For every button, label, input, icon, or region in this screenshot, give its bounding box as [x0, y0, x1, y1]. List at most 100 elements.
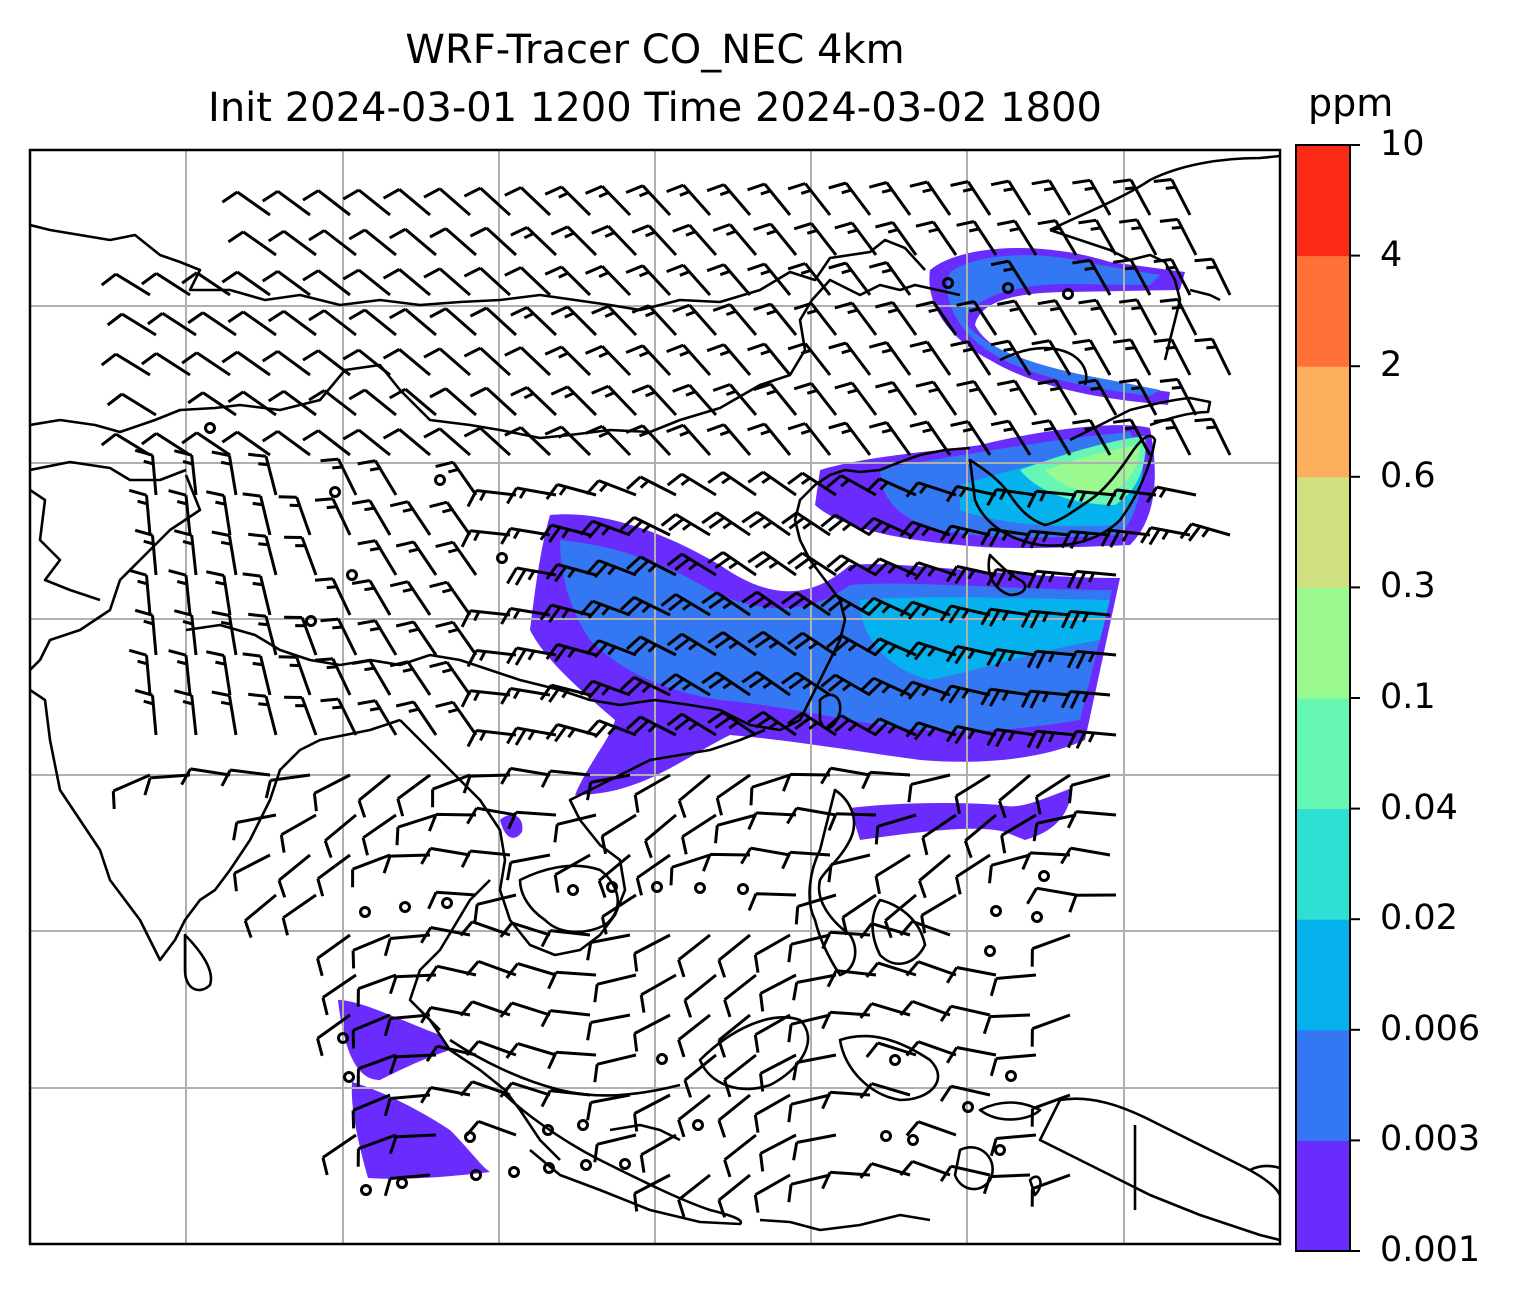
- wind-barb: [868, 341, 912, 376]
- wind-barb: [712, 303, 758, 336]
- wind-barb: [625, 475, 677, 497]
- wind-barb: [463, 266, 512, 297]
- calm-wind-marker: [1002, 282, 1014, 294]
- wind-barb: [504, 426, 552, 457]
- wind-barb: [753, 222, 798, 256]
- wind-barb: [420, 846, 471, 865]
- wind-barb: [986, 728, 1037, 748]
- plume-north-low: [947, 255, 1160, 396]
- wind-barb: [677, 933, 711, 978]
- wind-barb: [187, 311, 237, 337]
- wind-barb: [787, 933, 831, 963]
- wind-barb: [111, 773, 151, 810]
- wind-barb: [939, 1164, 991, 1183]
- wind-barb: [173, 609, 198, 656]
- wind-barb: [874, 813, 917, 845]
- wind-barb: [463, 426, 512, 457]
- calm-wind-marker: [359, 906, 371, 918]
- wind-barb: [597, 853, 631, 899]
- calm-wind-marker: [343, 1071, 355, 1083]
- wind-barb: [510, 386, 558, 417]
- wind-barb: [593, 1133, 637, 1163]
- wind-barb: [284, 695, 318, 736]
- wind-barb: [388, 1133, 437, 1155]
- wind-barb: [865, 717, 917, 737]
- wind-barb: [395, 620, 438, 656]
- wind-barb: [316, 853, 351, 897]
- wind-barb: [423, 267, 471, 297]
- wind-barb: [633, 1013, 671, 1052]
- wind-barb: [173, 529, 198, 576]
- wind-barb: [639, 973, 677, 1013]
- wind-barb: [990, 419, 1032, 456]
- wind-barb: [181, 351, 231, 377]
- calm-wind-marker: [580, 1159, 592, 1171]
- wind-barb: [859, 676, 911, 697]
- wind-barb: [141, 352, 191, 377]
- wind-barb: [308, 389, 357, 417]
- wind-barb: [168, 569, 192, 616]
- wind-barb: [431, 773, 471, 808]
- wind-barb: [302, 349, 351, 377]
- calm-wind-marker: [962, 1101, 974, 1113]
- wind-barb: [1078, 218, 1118, 256]
- wind-barb: [841, 893, 877, 936]
- wind-barb: [173, 449, 198, 496]
- wind-barb: [1159, 377, 1198, 416]
- wind-barb: [232, 853, 271, 892]
- wind-barb: [499, 921, 551, 938]
- wind-barb: [792, 1053, 837, 1081]
- calm-wind-marker: [880, 1130, 892, 1142]
- wind-barb: [395, 700, 438, 736]
- wind-barb: [1030, 1093, 1071, 1127]
- wind-barb: [707, 711, 757, 737]
- wind-barb: [633, 1173, 671, 1212]
- wind-barb: [320, 617, 358, 656]
- wind-barb: [429, 227, 477, 257]
- wind-barb: [921, 813, 957, 856]
- wind-barb: [1066, 649, 1117, 670]
- wind-barb: [625, 715, 677, 737]
- wind-barb: [323, 813, 357, 859]
- wind-barb: [706, 263, 752, 296]
- wind-barb: [1112, 258, 1152, 296]
- wind-barb: [1112, 338, 1152, 376]
- wind-barb: [1026, 649, 1077, 669]
- wind-barb: [717, 1093, 751, 1138]
- wind-barb: [302, 189, 351, 217]
- wind-barb: [989, 1133, 1037, 1157]
- calm-wind-marker: [542, 1124, 554, 1136]
- wind-barb: [792, 973, 837, 1001]
- wind-barb: [834, 301, 878, 336]
- wind-barb: [357, 539, 398, 576]
- wind-barb: [539, 523, 591, 543]
- wind-barb: [1068, 893, 1117, 913]
- wind-barb: [181, 271, 231, 297]
- wind-barb: [625, 635, 677, 657]
- wind-barb: [388, 387, 437, 417]
- wind-barb: [677, 1173, 711, 1218]
- colorbar-segment: [1296, 1029, 1350, 1141]
- wind-barb: [1072, 338, 1112, 376]
- wind-barb: [1159, 297, 1198, 336]
- wind-barb: [707, 551, 757, 577]
- wind-barb: [990, 339, 1032, 376]
- calm-wind-marker: [1062, 288, 1074, 300]
- wind-barb: [905, 960, 957, 977]
- wind-barb: [787, 711, 837, 737]
- wind-barb: [781, 671, 831, 697]
- wind-barb: [905, 561, 957, 581]
- wind-barb: [980, 687, 1031, 707]
- wind-barb: [625, 555, 677, 577]
- wind-barb: [717, 1173, 751, 1218]
- wind-barb: [915, 300, 958, 336]
- wind-barb: [1153, 178, 1192, 216]
- wind-barb: [314, 577, 352, 616]
- colorbar-tick-label: 2: [1380, 345, 1403, 386]
- wind-barb: [499, 1001, 551, 1018]
- wind-barb: [504, 346, 552, 377]
- wind-barb: [989, 1053, 1037, 1077]
- wind-barb: [1072, 178, 1112, 216]
- calm-wind-marker: [984, 945, 996, 957]
- wind-barb: [996, 219, 1038, 256]
